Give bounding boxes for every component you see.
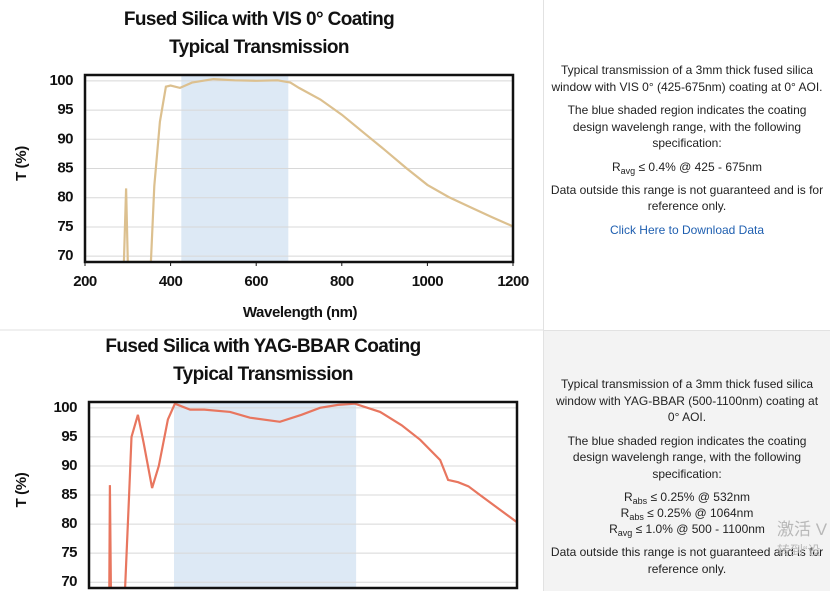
download-link[interactable]: Click Here to Download Data: [609, 222, 765, 237]
x-tick-label: 600: [244, 273, 268, 290]
y-axis-label: T (%): [13, 146, 30, 181]
subscript: abs: [632, 496, 648, 506]
x-tick-label: 200: [73, 273, 97, 290]
x-tick-label: 1200: [497, 273, 529, 290]
line-series: [108, 402, 517, 588]
watermark: 激活 V: [777, 520, 828, 539]
y-tick-label: 80: [61, 515, 77, 532]
plot-frame: [87, 400, 519, 590]
y-tick-label: 90: [61, 457, 77, 474]
intro: Typical transmission of a 3mm thick fuse…: [551, 63, 823, 94]
disclaimer: Data outside this range is not guarantee…: [550, 545, 824, 576]
x-tick-label: 1000: [412, 273, 444, 290]
chart-subtitle: Typical Transmission: [169, 37, 349, 58]
spec-list: Ravg ≤ 0.4% @ 425 - 675nm: [544, 159, 830, 176]
y-tick-label: 75: [57, 218, 73, 235]
line-series: [122, 77, 513, 262]
y-tick-label: 85: [61, 486, 77, 503]
shade-note: The blue shaded region indicates the coa…: [567, 103, 807, 150]
chart-title: Fused Silica with VIS 0° Coating: [124, 9, 394, 30]
spec: Rabs ≤ 0.25% @ 532nm: [544, 489, 830, 506]
info-panel: Typical transmission of a 3mm thick fuse…: [543, 330, 830, 591]
chart-title: Fused Silica with YAG-BBAR Coating: [105, 336, 420, 357]
chart-subtitle: Typical Transmission: [173, 364, 353, 385]
spec-list: Rabs ≤ 0.25% @ 532nm Rabs ≤ 0.25% @ 1064n…: [544, 489, 830, 538]
y-tick-label: 100: [49, 72, 73, 89]
spec-text: ≤ 0.25% @ 532nm: [650, 490, 751, 504]
y-tick-label: 85: [57, 159, 73, 176]
y-tick-label: 80: [57, 189, 73, 206]
y-tick-label: 100: [53, 399, 77, 416]
spec: Ravg ≤ 1.0% @ 500 - 1100nm: [544, 521, 830, 538]
intro: Typical transmission of a 3mm thick fuse…: [555, 377, 819, 424]
charts-area: Fused Silica with VIS 0° Coating Typical …: [0, 9, 543, 590]
subscript: avg: [617, 528, 633, 538]
watermark: 转到“设: [777, 543, 821, 558]
x-tick-label: 400: [159, 273, 183, 290]
symbol: R: [623, 490, 633, 504]
symbol: R: [609, 522, 618, 536]
disclaimer: Data outside this range is not guarantee…: [550, 182, 824, 214]
x-axis-label: Wavelength (nm): [243, 304, 358, 321]
y-tick-label: 95: [57, 101, 73, 118]
subscript: abs: [629, 512, 644, 522]
spec-text: ≤ 1.0% @ 500 - 1100nm: [635, 522, 765, 536]
plot-frame: [83, 73, 515, 264]
spec-text: ≤ 0.4% @ 425 - 675nm: [638, 159, 763, 174]
spec-text: ≤ 0.25% @ 1064nm: [647, 506, 754, 520]
subscript: avg: [620, 165, 636, 176]
y-tick-label: 70: [57, 247, 73, 264]
y-tick-label: 95: [61, 428, 77, 445]
y-axis-label: T (%): [13, 472, 30, 507]
symbol: R: [611, 159, 621, 174]
y-tick-label: 90: [57, 130, 73, 147]
shade-note: The blue shaded region indicates the coa…: [567, 433, 807, 481]
spec: Rabs ≤ 0.25% @ 1064nm: [544, 505, 830, 522]
y-tick-label: 75: [61, 544, 77, 561]
info-panel: Typical transmission of a 3mm thick fuse…: [543, 0, 830, 330]
spec: Ravg ≤ 0.4% @ 425 - 675nm: [544, 159, 830, 176]
y-tick-label: 70: [61, 573, 77, 590]
symbol: R: [620, 506, 630, 520]
x-tick-label: 800: [330, 273, 354, 290]
